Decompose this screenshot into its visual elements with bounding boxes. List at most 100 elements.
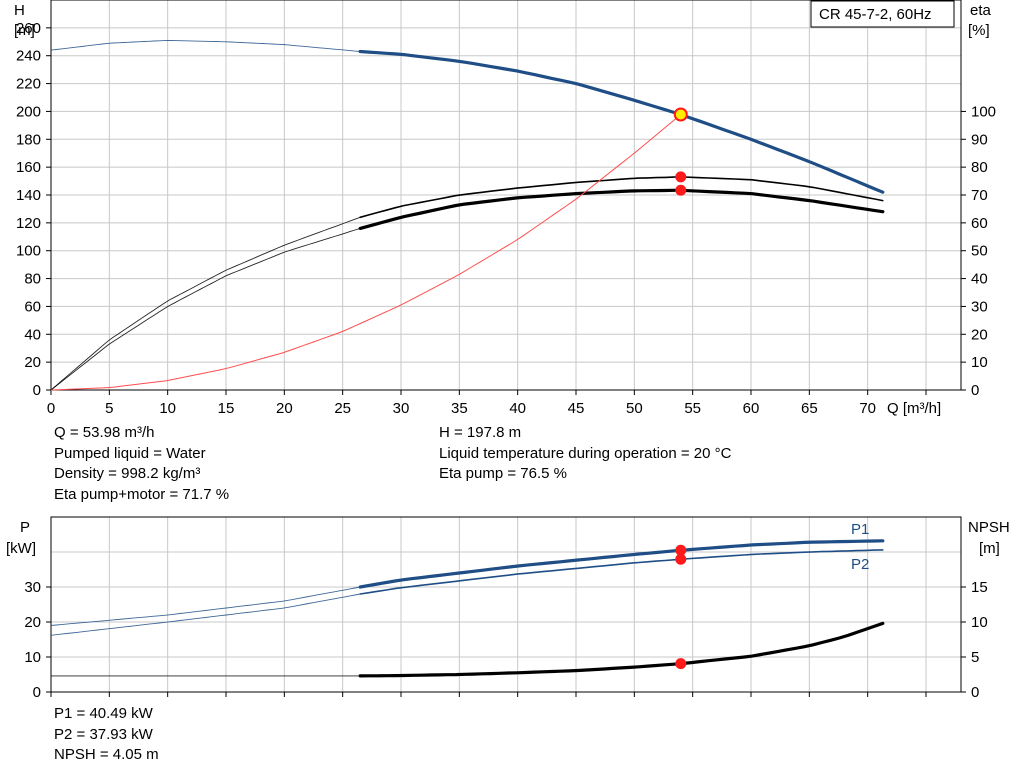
p2-readout: P2 = 37.93 kW [54, 725, 153, 743]
x-tick-label: 0 [47, 400, 55, 417]
y-right-tick-label: 15 [971, 579, 988, 596]
flow-readout: Q = 53.98 m³/h [54, 424, 155, 441]
x-tick-label: 5 [105, 400, 113, 417]
eta_pump-curve-extension [50, 216, 361, 391]
bottom-chart-frame [50, 516, 962, 693]
chart-title: CR 45-7-2, 60Hz [819, 6, 932, 23]
system-curve-line [50, 114, 682, 391]
power-axis-label: P [20, 519, 30, 536]
eta-pump-readout: Eta pump = 76.5 % [439, 465, 567, 483]
y-left-tick-label: 140 [16, 187, 41, 204]
eta_total-curve-extension [50, 227, 361, 391]
p1-duty-point [675, 544, 687, 556]
flow-axis-label: Q [m³/h] [887, 400, 941, 417]
eta-axis-label: eta [970, 2, 992, 19]
p1-readout: P1 = 40.49 kW [54, 705, 153, 722]
liquid-temperature-readout: Liquid temperature during operation = 20… [439, 444, 732, 462]
y-left-tick-label: 180 [16, 131, 41, 148]
x-tick-label: 35 [451, 400, 468, 417]
y-left-tick-label: 160 [16, 159, 41, 176]
chart-title-box: CR 45-7-2, 60Hz [810, 0, 955, 28]
head-curve [358, 49, 885, 194]
top-chart-duty-points [673, 107, 688, 196]
x-tick-label: 10 [159, 400, 176, 417]
y-right-tick-label: 50 [971, 243, 988, 260]
y-left-tick-label: 120 [16, 215, 41, 232]
p2-duty-point [675, 553, 687, 565]
bottom-chart-ticks: 0 10 20 30 0 5 10 15 [24, 579, 987, 701]
head-curve-extension [50, 39, 361, 52]
y-left-tick-label: 20 [24, 614, 41, 631]
y-left-tick-label: 10 [24, 649, 41, 666]
eta_total-curve [358, 188, 885, 230]
density-readout: Density = 998.2 kg/m³ [54, 465, 201, 483]
y-right-tick-label: 70 [971, 187, 988, 204]
y-right-tick-label: 90 [971, 131, 988, 148]
y-left-tick-label: 60 [24, 298, 41, 315]
p2-curve [359, 549, 884, 595]
y-right-tick-label: 0 [971, 382, 979, 399]
y-right-tick-label: 30 [971, 298, 988, 315]
y-left-tick-label: 240 [16, 48, 41, 65]
y-right-tick-label: 10 [971, 354, 988, 371]
x-tick-label: 60 [743, 400, 760, 417]
y-right-tick-label: 0 [971, 684, 979, 701]
x-tick-label: 45 [568, 400, 585, 417]
y-right-tick-label: 40 [971, 271, 988, 288]
p2-curve-extension [50, 593, 361, 636]
top-chart-grid [51, 0, 961, 390]
x-tick-label: 30 [393, 400, 410, 417]
y-left-tick-label: 40 [24, 326, 41, 343]
y-left-tick-label: 80 [24, 271, 41, 288]
npsh-duty-point [675, 658, 687, 670]
y-right-tick-label: 60 [971, 215, 988, 232]
y-right-tick-label: 20 [971, 326, 988, 343]
x-tick-label: 25 [334, 400, 351, 417]
x-tick-label: 50 [626, 400, 643, 417]
y-left-tick-label: 220 [16, 76, 41, 93]
y-right-tick-label: 5 [971, 649, 979, 666]
npsh-axis-unit: [m] [979, 540, 1000, 557]
x-tick-label: 70 [859, 400, 876, 417]
pumped-liquid-readout: Pumped liquid = Water [54, 444, 206, 462]
eta_pump-curve [359, 176, 884, 219]
top-chart-ticks: 0204060801001201401601802002202402600102… [16, 20, 996, 417]
eta-total-readout: Eta pump+motor = 71.7 % [54, 486, 230, 504]
eta_total-duty-point [675, 184, 687, 196]
top-chart-series [50, 39, 885, 391]
top-info-left: Q = 53.98 m³/h Pumped liquid = Water Den… [54, 423, 229, 506]
y-left-tick-label: 0 [33, 382, 41, 399]
head-axis-label: H [14, 2, 25, 19]
head-axis-unit: [m] [14, 22, 35, 39]
y-right-tick-label: 100 [971, 103, 996, 120]
x-tick-label: 20 [276, 400, 293, 417]
x-tick-label: 55 [684, 400, 701, 417]
y-left-tick-label: 0 [33, 684, 41, 701]
eta-axis-unit: [%] [968, 22, 990, 39]
y-left-tick-label: 20 [24, 354, 41, 371]
p1-curve-label: P1 [851, 521, 869, 538]
power-axis-unit: [kW] [6, 540, 36, 557]
eta_pump-duty-point [675, 171, 687, 183]
x-tick-label: 65 [801, 400, 818, 417]
y-left-tick-label: 200 [16, 103, 41, 120]
npsh-axis-label: NPSH [968, 519, 1010, 536]
top-info-right: H = 197.8 m Liquid temperature during op… [439, 423, 731, 485]
x-tick-label: 40 [509, 400, 526, 417]
y-left-tick-label: 260 [16, 20, 41, 37]
bottom-chart-series [50, 539, 885, 678]
x-tick-label: 15 [218, 400, 235, 417]
head-duty-point [673, 107, 688, 122]
npsh-curve [358, 621, 885, 678]
y-right-tick-label: 10 [971, 614, 988, 631]
bottom-chart-duty-points [675, 544, 687, 670]
p2-curve-label: P2 [851, 556, 869, 573]
y-left-tick-label: 100 [16, 243, 41, 260]
bottom-chart-grid [51, 517, 961, 692]
npsh-readout: NPSH = 4.05 m [54, 746, 159, 764]
head-readout: H = 197.8 m [439, 424, 522, 441]
y-right-tick-label: 80 [971, 159, 988, 176]
p1-curve-extension [50, 586, 361, 626]
bottom-info: P1 = 40.49 kW P2 = 37.93 kW NPSH = 4.05 … [54, 704, 159, 766]
